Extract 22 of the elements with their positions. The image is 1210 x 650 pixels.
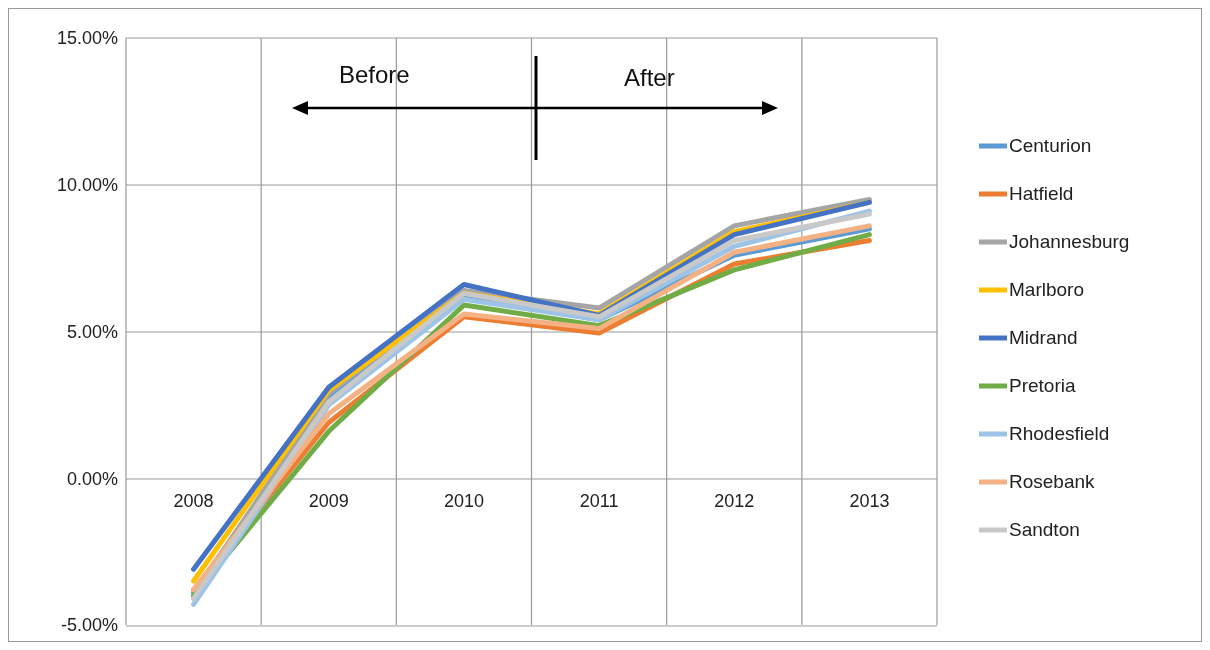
legend-label: Rosebank [1009, 471, 1095, 493]
x-tick-label: 2009 [308, 491, 349, 511]
legend-label: Johannesburg [1009, 231, 1130, 253]
annotation: After [624, 64, 675, 92]
x-tick-label: 2010 [443, 491, 484, 511]
legend-label: Marlboro [1009, 279, 1084, 301]
x-tick-label: 2008 [173, 491, 214, 511]
y-tick-label: 0.00% [66, 468, 118, 489]
x-tick-label: 2012 [714, 491, 755, 511]
legend-label: Rhodesfield [1009, 423, 1110, 445]
y-tick-label: 10.00% [56, 175, 118, 196]
legend-label: Hatfield [1009, 183, 1074, 205]
x-tick-label: 2011 [579, 491, 619, 511]
legend-label: Midrand [1009, 327, 1078, 349]
legend-label: Pretoria [1009, 375, 1076, 397]
legend-label: Centurion [1009, 135, 1092, 157]
annotation: Before [339, 61, 410, 89]
y-tick-label: 5.00% [66, 321, 118, 342]
y-tick-label: 15.00% [56, 28, 118, 49]
legend-label: Sandton [1009, 519, 1080, 541]
x-tick-label: 2013 [849, 491, 890, 511]
y-tick-label: -5.00% [60, 615, 118, 636]
